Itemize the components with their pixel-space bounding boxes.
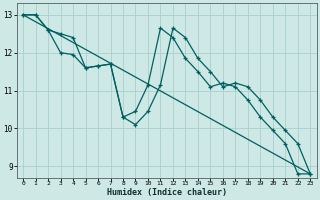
- X-axis label: Humidex (Indice chaleur): Humidex (Indice chaleur): [107, 188, 227, 197]
